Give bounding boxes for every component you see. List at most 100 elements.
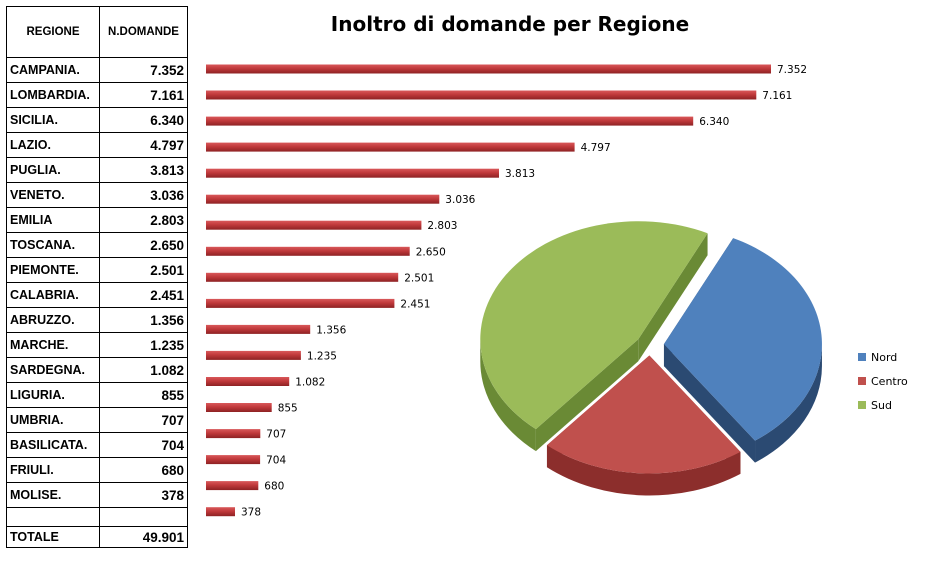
region-name-cell: UMBRIA. [6,407,100,433]
bar-value-label: 3.813 [505,168,535,180]
pie-slice-centro [546,355,741,496]
region-count-cell: 680 [99,457,188,483]
table-row: BASILICATA. 704 [6,432,188,458]
regions-table-body: REGIONE N.DOMANDE CAMPANIA. 7.352 LOMBARDI… [6,6,188,548]
bar [206,298,395,308]
bar-value-label: 7.161 [762,90,792,102]
pie-slice-side [480,339,536,452]
legend-label: Sud [871,398,892,412]
region-count-cell: 855 [99,382,188,408]
table-row: SARDEGNA. 1.082 [6,357,188,383]
region-name-cell: SICILIA. [6,107,100,133]
pie-slice-cut-wall [535,339,639,452]
table-row: LIGURIA. 855 [6,382,188,408]
bar [206,142,575,152]
table-header-row: REGIONE N.DOMANDE [6,6,188,58]
bar [206,90,757,100]
region-name-cell: VENETO. [6,182,100,208]
legend-item: Nord [858,345,908,369]
pie-slice-top [663,238,822,441]
bar-series: 7.352 7.161 6.340 4.797 3.813 3.036 2.803 2.650… [206,64,807,519]
region-count-cell: 378 [99,482,188,508]
bar [206,246,410,256]
region-name-cell: BASILICATA. [6,432,100,458]
pie-slice-top [546,355,741,474]
table-row: CAMPANIA. 7.352 [6,57,188,83]
region-name-cell: MARCHE. [6,332,100,358]
pie-slice-side [546,445,741,496]
table-row: UMBRIA. 707 [6,407,188,433]
bar [206,220,422,230]
region-count-cell: 707 [99,407,188,433]
bar [206,272,399,282]
bar-value-label: 707 [266,429,286,441]
bar-value-label: 7.352 [777,64,807,76]
regions-table: REGIONE N.DOMANDE CAMPANIA. 7.352 LOMBARDI… [6,6,188,548]
region-count-cell: 1.356 [99,307,188,333]
region-name-cell: EMILIA [6,207,100,233]
bar [206,194,440,204]
region-count-cell: 2.501 [99,257,188,283]
region-name-cell: CALABRIA. [6,282,100,308]
legend-swatch [858,377,866,385]
region-count-cell: 7.352 [99,57,188,83]
bar [206,168,499,178]
bar [206,350,301,360]
table-row: VENETO. 3.036 [6,182,188,208]
bar [206,455,261,465]
region-count-cell: 6.340 [99,107,188,133]
table-total-row: TOTALE 49.901 [6,526,188,548]
legend-label: Nord [871,350,898,364]
chart-title: Inoltro di domande per Regione [330,12,690,36]
table-row: LAZIO. 4.797 [6,132,188,158]
table-row: PIEMONTE. 2.501 [6,257,188,283]
bar-value-label: 855 [278,403,298,415]
region-name-cell: LAZIO. [6,132,100,158]
bar-value-label: 1.082 [295,377,325,389]
table-blank-row [6,507,188,527]
region-count-cell: 1.082 [99,357,188,383]
bar-value-label: 378 [241,507,261,519]
region-count-cell: 49.901 [99,526,188,548]
bar [206,324,311,334]
bar [206,429,261,439]
bar-value-label: 3.036 [445,194,475,206]
table-row: SICILIA. 6.340 [6,107,188,133]
table-row: CALABRIA. 2.451 [6,282,188,308]
pie-slice-cut-wall [663,344,756,463]
bar [206,481,259,491]
pie-slice-nord [663,238,822,463]
region-name-cell: TOTALE [6,526,100,548]
bar [206,377,290,386]
bar-value-label: 680 [264,481,284,493]
legend-swatch [858,401,866,409]
bar [206,116,694,126]
table-row: TOSCANA. 2.650 [6,232,188,258]
header-count: N.DOMANDE [99,6,188,58]
region-count-cell: 2.803 [99,207,188,233]
bar-value-label: 2.451 [400,298,430,310]
region-count-cell: 4.797 [99,132,188,158]
table-row: PUGLIA. 3.813 [6,157,188,183]
bar [206,403,272,412]
region-count-cell: 1.235 [99,332,188,358]
region-name-cell: SARDEGNA. [6,357,100,383]
table-row: ABRUZZO. 1.356 [6,307,188,333]
pie-legend: Nord Centro Sud [858,345,908,417]
bar-value-label: 704 [266,455,286,467]
bar-value-label: 2.803 [427,220,457,232]
region-name-cell: PUGLIA. [6,157,100,183]
bar [206,507,235,517]
bar-value-label: 2.501 [404,272,434,284]
region-count-cell: 3.036 [99,182,188,208]
region-count-cell: 7.161 [99,82,188,108]
pie-slice-sud [480,221,708,452]
legend-label: Centro [871,374,908,388]
pie-slice-cut-wall [638,233,708,362]
pie-slice-top [480,221,708,430]
pie-slice-side [755,344,822,463]
pie-chart [480,221,822,496]
bar-value-label: 1.235 [307,350,337,362]
bar-value-label: 2.650 [416,246,446,258]
